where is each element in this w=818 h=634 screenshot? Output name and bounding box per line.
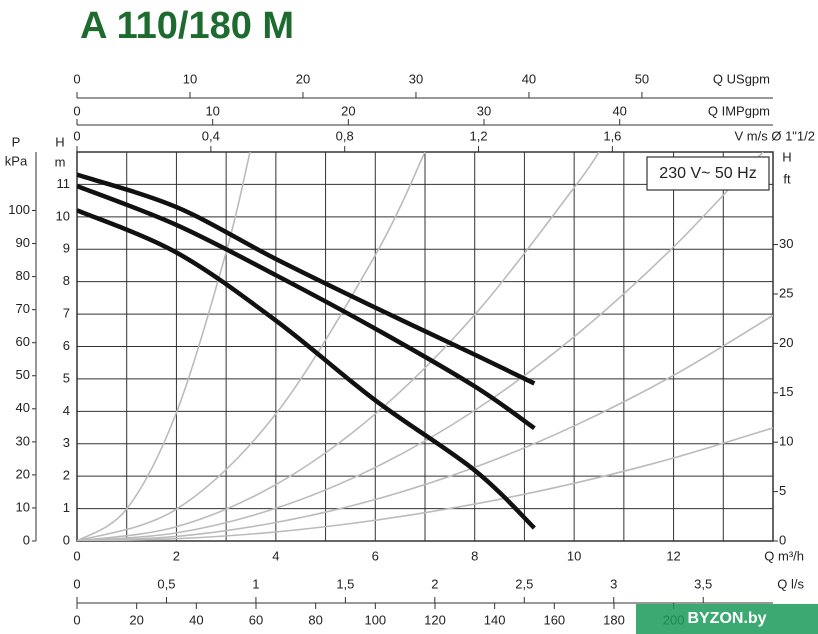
top-tick-label: 1,2 [469, 128, 487, 143]
y2-tick-label: 15 [779, 384, 793, 399]
top-axis-label: Q USgpm [713, 71, 770, 86]
p-axis-label: P [12, 134, 21, 149]
top-tick-label: 0,4 [202, 128, 220, 143]
annotation: 230 V~ 50 Hz [659, 165, 756, 182]
bottom-tick-label: 180 [603, 612, 625, 627]
bottom-tick-label: 1 [252, 576, 259, 591]
bottom-axis-label: Q l/s [777, 576, 804, 591]
y-tick-label: 8 [63, 273, 70, 288]
y-tick-label: 9 [63, 241, 70, 256]
p-axis-unit: kPa [5, 153, 28, 168]
watermark: BYZON.by [687, 610, 766, 627]
top-tick-label: 20 [341, 103, 355, 118]
y2-axis-label: H [782, 149, 791, 164]
chart-title: A 110/180 M [80, 5, 294, 47]
y2-tick-label: 5 [779, 483, 786, 498]
top-tick-label: 10 [205, 103, 219, 118]
pump-curve [77, 172, 536, 386]
top-axis-label: V m/s Ø 1"1/2 [735, 128, 815, 143]
bottom-tick-label: 160 [543, 612, 565, 627]
top-tick-label: 0 [73, 71, 80, 86]
y2-tick-label: 30 [779, 236, 793, 251]
bottom-tick-label: 3,5 [694, 576, 712, 591]
x-tick-label: 2 [173, 548, 180, 563]
y-tick-label: 6 [63, 338, 70, 353]
bottom-tick-label: 40 [189, 612, 203, 627]
p-tick-label: 70 [16, 301, 30, 316]
p-tick-label: 0 [23, 532, 30, 547]
y2-axis-unit: ft [783, 171, 791, 186]
p-tick-label: 80 [16, 268, 30, 283]
watermark-box [636, 604, 818, 634]
system-curve [77, 152, 764, 541]
top-tick-label: 0 [73, 103, 80, 118]
p-tick-label: 10 [16, 499, 30, 514]
top-tick-label: 0,8 [336, 128, 354, 143]
y-tick-label: 10 [56, 208, 70, 223]
y-tick-label: 0 [63, 532, 70, 547]
p-tick-label: 40 [16, 400, 30, 415]
top-axis-label: Q IMPgpm [708, 103, 770, 118]
top-tick-label: 30 [477, 103, 491, 118]
top-tick-label: 20 [296, 71, 310, 86]
y-tick-label: 5 [63, 370, 70, 385]
top-tick-label: 30 [409, 71, 423, 86]
y-axis-unit: m [55, 154, 66, 169]
bottom-tick-label: 2 [431, 576, 438, 591]
bottom-tick-label: 1,5 [336, 576, 354, 591]
system-curve [77, 152, 426, 541]
y2-tick-label: 0 [779, 532, 786, 547]
system-curve [77, 152, 251, 541]
p-tick-label: 60 [16, 334, 30, 349]
system-curve [77, 427, 773, 541]
bottom-tick-label: 120 [424, 612, 446, 627]
p-tick-label: 30 [16, 433, 30, 448]
pump-curve [77, 183, 536, 431]
system-curve [77, 152, 600, 541]
system-curve [77, 314, 773, 541]
bottom-tick-label: 0 [73, 612, 80, 627]
x-tick-label: 6 [372, 548, 379, 563]
top-tick-label: 1,6 [603, 128, 621, 143]
bottom-tick-label: 2,5 [515, 576, 533, 591]
bottom-tick-label: 20 [129, 612, 143, 627]
p-tick-label: 100 [8, 202, 30, 217]
bottom-tick-label: 80 [308, 612, 322, 627]
annotation-box [646, 156, 770, 191]
y-tick-label: 4 [63, 403, 70, 418]
x-axis-label: Q m³/h [764, 548, 804, 563]
p-tick-label: 90 [16, 235, 30, 250]
bottom-tick-label: 3 [610, 576, 617, 591]
bottom-tick-label: 0 [73, 576, 80, 591]
top-tick-label: 40 [522, 71, 536, 86]
x-tick-label: 0 [73, 548, 80, 563]
pump-curve [77, 208, 536, 530]
y2-tick-label: 25 [779, 285, 793, 300]
y-tick-label: 11 [57, 176, 71, 191]
bottom-tick-label: 140 [484, 612, 506, 627]
top-tick-label: 0 [73, 128, 80, 143]
bottom-tick-label: 100 [364, 612, 386, 627]
y-tick-label: 1 [63, 500, 70, 515]
y2-tick-label: 10 [779, 434, 793, 449]
x-tick-label: 8 [471, 548, 478, 563]
y-tick-label: 2 [63, 468, 70, 483]
x-tick-label: 10 [567, 548, 581, 563]
top-tick-label: 50 [635, 71, 649, 86]
p-tick-label: 50 [16, 367, 30, 382]
bottom-tick-label: 0,5 [157, 576, 175, 591]
y-tick-label: 3 [63, 435, 70, 450]
y-tick-label: 7 [63, 306, 70, 321]
x-tick-label: 4 [272, 548, 279, 563]
p-tick-label: 20 [16, 466, 30, 481]
bottom-tick-label: 60 [249, 612, 263, 627]
top-tick-label: 40 [612, 103, 626, 118]
top-tick-label: 10 [183, 71, 197, 86]
y2-tick-label: 20 [779, 335, 793, 350]
y-axis-label: H [55, 134, 64, 149]
x-tick-label: 12 [666, 548, 680, 563]
